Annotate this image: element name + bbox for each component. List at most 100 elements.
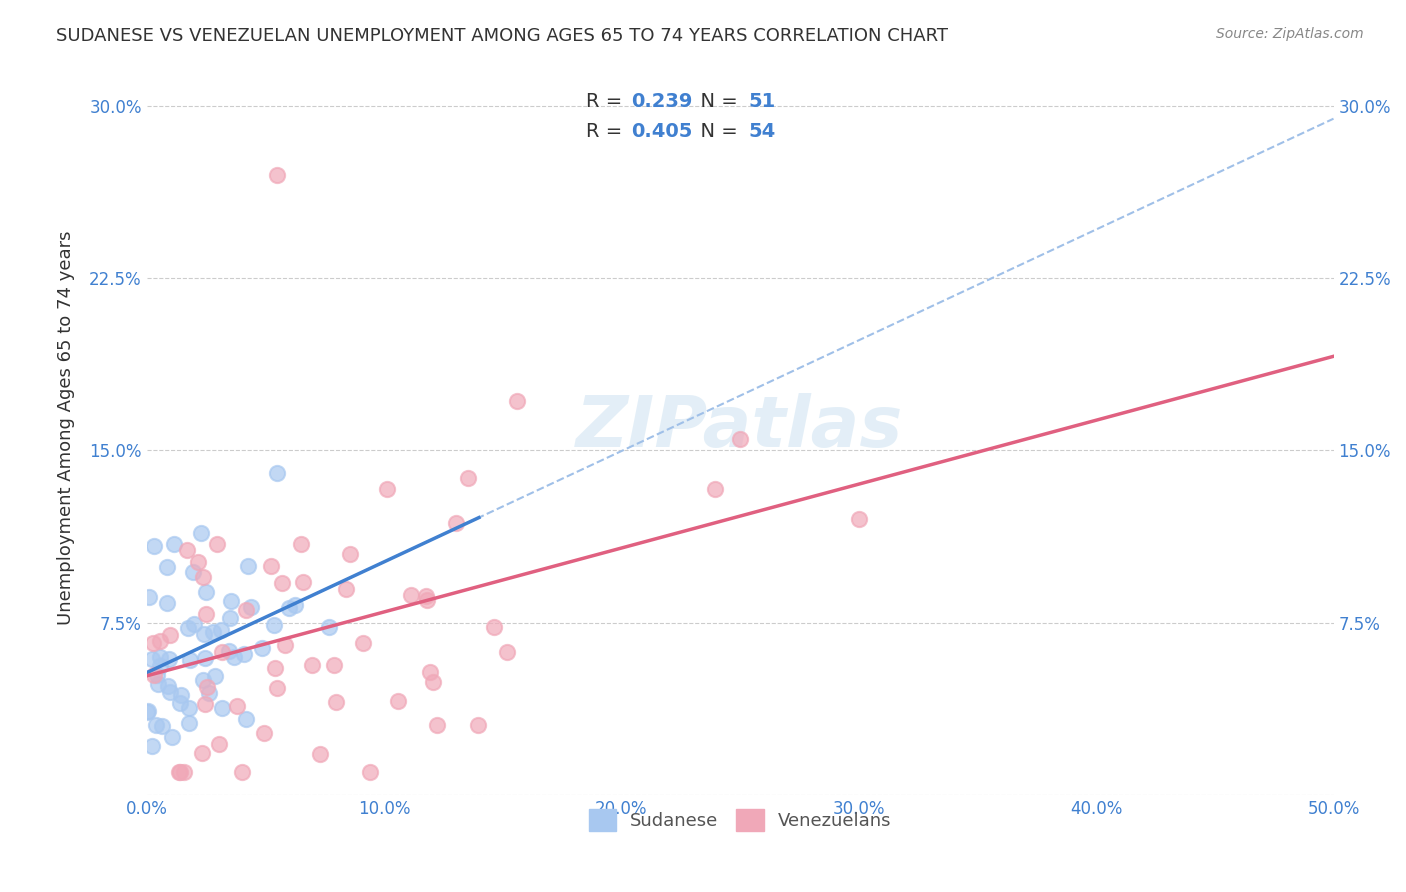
Point	[422, 674, 444, 689]
Point	[728, 432, 751, 446]
Point	[266, 467, 288, 481]
Point	[322, 658, 344, 673]
Point	[444, 516, 467, 530]
Point	[183, 616, 205, 631]
Text: 0.239: 0.239	[631, 93, 692, 112]
Point	[218, 643, 240, 657]
Point	[271, 576, 294, 591]
Point	[170, 688, 193, 702]
Text: R =: R =	[586, 93, 628, 112]
Point	[211, 645, 233, 659]
Text: 51: 51	[748, 93, 776, 112]
Point	[318, 620, 340, 634]
Point	[167, 765, 190, 780]
Point	[195, 680, 218, 694]
Point	[232, 648, 254, 662]
Point	[146, 676, 169, 690]
Point	[231, 765, 253, 780]
Point	[703, 482, 725, 496]
Point	[457, 471, 479, 485]
Point	[221, 594, 243, 608]
Point	[263, 617, 285, 632]
Point	[181, 565, 204, 579]
Point	[250, 641, 273, 656]
Point	[219, 610, 242, 624]
Point	[176, 542, 198, 557]
Point	[169, 696, 191, 710]
Point	[226, 699, 249, 714]
Point	[339, 547, 361, 561]
Point	[335, 582, 357, 596]
Point	[149, 658, 172, 673]
Point	[467, 718, 489, 732]
Text: 54: 54	[748, 122, 776, 141]
Point	[277, 601, 299, 615]
Point	[260, 559, 283, 574]
Point	[426, 718, 449, 732]
Point	[211, 700, 233, 714]
Point	[274, 638, 297, 652]
Point	[496, 645, 519, 659]
Text: Source: ZipAtlas.com: Source: ZipAtlas.com	[1216, 27, 1364, 41]
Point	[187, 555, 209, 569]
Point	[202, 624, 225, 639]
Point	[162, 730, 184, 744]
Point	[142, 667, 165, 681]
Point	[325, 695, 347, 709]
Point	[149, 634, 172, 648]
Point	[290, 537, 312, 551]
Point	[150, 719, 173, 733]
Point	[253, 725, 276, 739]
Point	[224, 650, 246, 665]
Point	[235, 603, 257, 617]
Point	[416, 593, 439, 607]
Point	[195, 584, 218, 599]
Point	[209, 624, 232, 638]
Point	[193, 570, 215, 584]
Point	[482, 620, 505, 634]
Point	[142, 636, 165, 650]
Point	[159, 685, 181, 699]
Point	[145, 718, 167, 732]
Point	[377, 482, 399, 496]
Point	[157, 651, 180, 665]
Text: N =: N =	[688, 122, 744, 141]
Point	[352, 636, 374, 650]
Point	[419, 665, 441, 680]
Text: SUDANESE VS VENEZUELAN UNEMPLOYMENT AMONG AGES 65 TO 74 YEARS CORRELATION CHART: SUDANESE VS VENEZUELAN UNEMPLOYMENT AMON…	[56, 27, 948, 45]
Point	[198, 685, 221, 699]
Point	[163, 537, 186, 551]
Y-axis label: Unemployment Among Ages 65 to 74 years: Unemployment Among Ages 65 to 74 years	[58, 230, 75, 624]
Point	[266, 168, 288, 182]
Point	[191, 747, 214, 761]
Point	[146, 668, 169, 682]
Text: R =: R =	[586, 122, 628, 141]
Point	[415, 589, 437, 603]
Point	[195, 607, 218, 622]
Point	[284, 598, 307, 612]
Point	[848, 512, 870, 526]
Point	[156, 596, 179, 610]
Point	[208, 737, 231, 751]
Point	[194, 650, 217, 665]
Legend: Sudanese, Venezuelans: Sudanese, Venezuelans	[574, 794, 905, 846]
Point	[173, 765, 195, 780]
Point	[176, 621, 198, 635]
Point	[236, 558, 259, 573]
Point	[156, 679, 179, 693]
Point	[135, 705, 157, 719]
Point	[506, 394, 529, 409]
Point	[359, 765, 381, 780]
Point	[141, 739, 163, 754]
Point	[179, 701, 201, 715]
Point	[191, 673, 214, 688]
Point	[205, 537, 228, 551]
Point	[138, 590, 160, 604]
Point	[387, 694, 409, 708]
Point	[193, 627, 215, 641]
Point	[292, 574, 315, 589]
Point	[399, 588, 422, 602]
Point	[142, 539, 165, 553]
Point	[141, 651, 163, 665]
Point	[149, 650, 172, 665]
